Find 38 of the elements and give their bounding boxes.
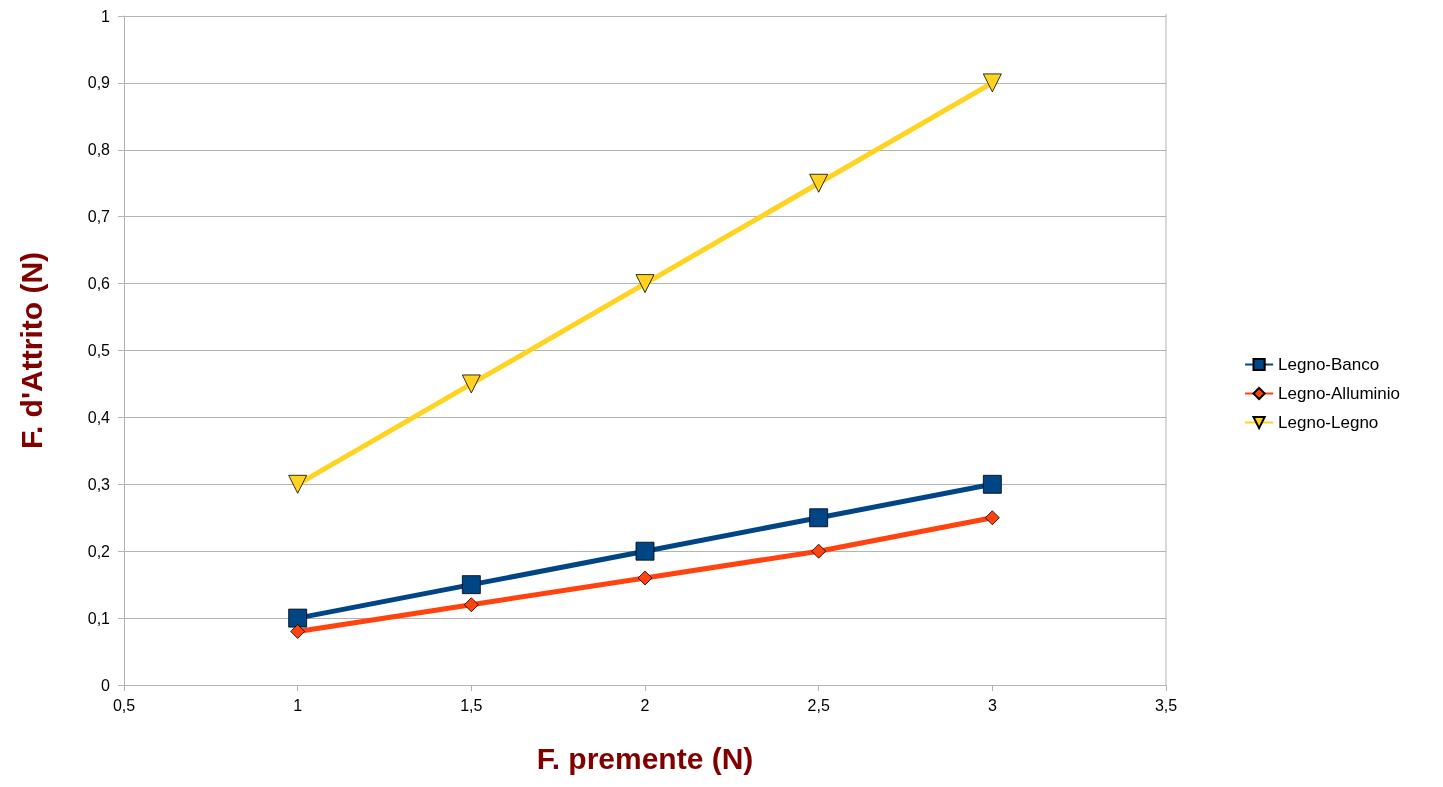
y-tick-label: 1	[101, 7, 111, 25]
point	[635, 274, 655, 293]
point	[809, 508, 829, 528]
point	[637, 570, 653, 586]
y-tick-label: 0,3	[87, 475, 111, 493]
point	[982, 73, 1002, 93]
point	[635, 541, 655, 561]
point	[982, 474, 1002, 494]
y-tick-label: 0,1	[87, 609, 111, 627]
x-tick-label: 2,5	[807, 696, 830, 714]
y-tick-label: 0,2	[87, 542, 111, 560]
x-tick-label: 1,5	[460, 696, 483, 714]
y-tick-label: 0,6	[87, 275, 111, 293]
y-tick-label: 0,4	[87, 408, 111, 426]
point	[984, 510, 1000, 526]
y-tick-label: 0,5	[87, 342, 111, 359]
point	[811, 543, 827, 559]
point	[461, 575, 481, 595]
y-tick-label: 0,9	[87, 74, 111, 92]
y-axis-title: F. d'Attrito (N)	[14, 251, 48, 450]
point	[288, 608, 308, 628]
y-tick-label: 0,7	[87, 208, 111, 226]
legend-label: Legno-Alluminio	[1278, 384, 1400, 403]
point	[290, 624, 306, 639]
x-tick-label: 3,5	[1154, 696, 1178, 714]
x-tick-label: 1	[293, 696, 303, 714]
x-tick-label: 2	[640, 696, 650, 714]
point	[288, 474, 308, 494]
y-tick-label: 0	[101, 676, 111, 694]
legend-label: Legno-Banco	[1278, 355, 1380, 374]
point	[809, 173, 829, 193]
legend-label: Legno-Legno	[1278, 413, 1379, 432]
point	[463, 597, 479, 613]
x-tick-label: 0,5	[112, 696, 136, 714]
x-axis-title: F. premente (N)	[536, 741, 754, 775]
point	[461, 374, 481, 394]
y-tick-label: 0,8	[87, 141, 111, 159]
x-tick-label: 3	[987, 696, 997, 714]
